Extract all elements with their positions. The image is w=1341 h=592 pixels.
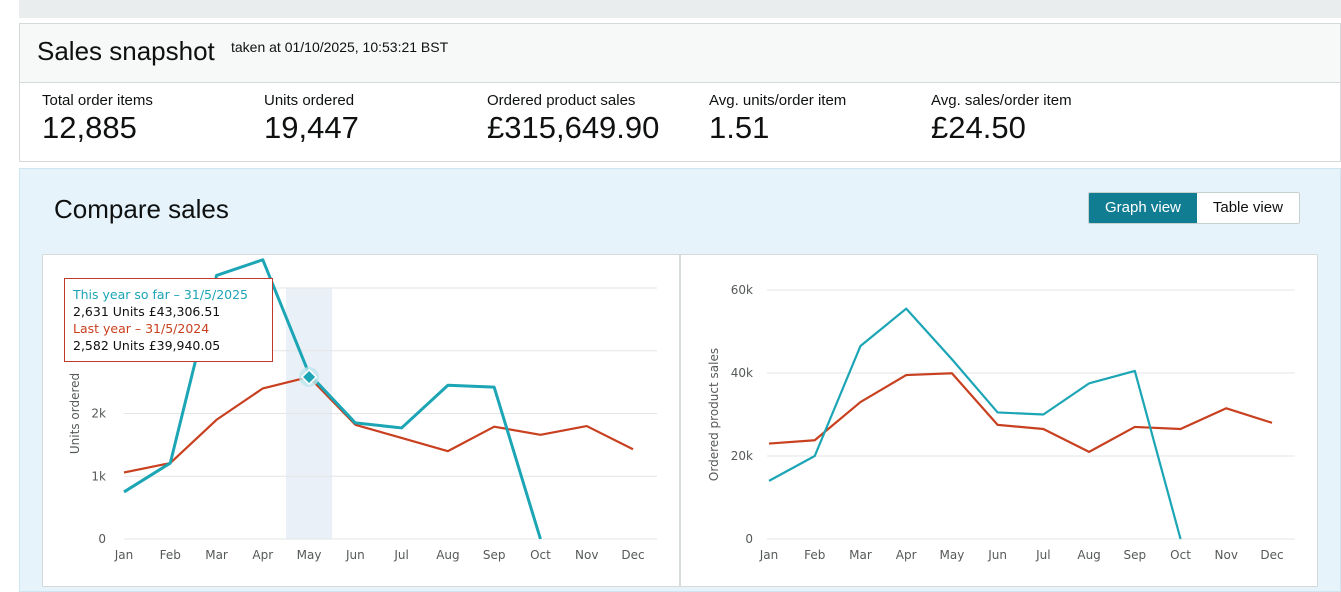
- x-tick-label: Jun: [987, 548, 1007, 562]
- metric-value: 1.51: [709, 110, 770, 145]
- x-tick-label: Nov: [575, 548, 598, 562]
- y-tick-label: 2k: [91, 407, 106, 421]
- chart-tooltip: This year so far – 31/5/2025 2,631 Units…: [64, 278, 273, 362]
- metric-label: Total order items: [42, 92, 153, 109]
- metric-avg-units-per-order-item: Avg. units/order item 1.51: [709, 92, 846, 146]
- metric-label: Units ordered: [264, 92, 355, 109]
- x-tick-label: Oct: [1170, 548, 1191, 562]
- tooltip-last-year-label: Last year – 31/5/2024: [73, 321, 210, 336]
- x-tick-label: Feb: [804, 548, 825, 562]
- view-toggle: Graph view Table view: [1088, 192, 1300, 224]
- series-line-this-year: [768, 307, 1182, 540]
- metric-value: £24.50: [931, 110, 1026, 145]
- sales-chart-panel: 0 20k 40k 60k Jan Feb Mar Apr May Jun Jul Aug Sep Oct…: [680, 254, 1318, 587]
- series-line-last-year: [123, 375, 634, 474]
- x-tick-label: Aug: [436, 548, 459, 562]
- x-tick-label: Apr: [896, 548, 917, 562]
- x-tick-label: Nov: [1215, 548, 1238, 562]
- units-ordered-chart-panel: 0 1k 2k Jan Feb Mar Apr May Jun Jul Aug Sep Oct Nov De…: [42, 254, 680, 587]
- y-tick-label: 40k: [731, 366, 753, 380]
- x-tick-label: Jul: [1035, 548, 1050, 562]
- metric-value: 19,447: [264, 110, 359, 145]
- metric-label: Ordered product sales: [487, 92, 636, 109]
- x-tick-label: Apr: [252, 548, 273, 562]
- top-bar: [19, 0, 1341, 18]
- y-tick-label: 1k: [91, 469, 106, 483]
- x-tick-label: Jun: [345, 548, 365, 562]
- x-tick-label: Feb: [160, 548, 181, 562]
- x-tick-label: Dec: [621, 548, 644, 562]
- compare-sales-panel: Compare sales Graph view Table view 0 1k 2…: [19, 168, 1341, 592]
- series-line-this-year: [123, 258, 542, 540]
- x-tick-label: Oct: [530, 548, 551, 562]
- snapshot-timestamp: taken at 01/10/2025, 10:53:21 BST: [231, 39, 449, 55]
- graph-view-button[interactable]: Graph view: [1089, 193, 1197, 223]
- series-line-last-year: [768, 372, 1273, 453]
- y-tick-label: 0: [745, 532, 753, 546]
- y-tick-label: 0: [98, 532, 106, 546]
- y-axis-title: Ordered product sales: [707, 348, 721, 481]
- x-tick-label: Jan: [759, 548, 779, 562]
- x-tick-label: Jan: [114, 548, 134, 562]
- metric-label: Avg. sales/order item: [931, 92, 1072, 109]
- metric-value: 12,885: [42, 110, 137, 145]
- y-tick-label: 20k: [731, 449, 753, 463]
- metric-value: £315,649.90: [487, 110, 660, 145]
- tooltip-this-year-label: This year so far – 31/5/2025: [73, 287, 248, 302]
- hover-marker: [300, 368, 318, 386]
- snapshot-metrics: Total order items 12,885 Units ordered 1…: [19, 82, 1341, 162]
- tooltip-last-year-value: 2,582 Units £39,940.05: [73, 338, 221, 353]
- x-tick-label: Sep: [1124, 548, 1147, 562]
- table-view-button[interactable]: Table view: [1196, 193, 1299, 223]
- y-tick-label: 60k: [731, 283, 753, 297]
- x-tick-label: Jul: [393, 548, 408, 562]
- x-tick-label: May: [940, 548, 965, 562]
- x-tick-label: Mar: [205, 548, 228, 562]
- snapshot-title: Sales snapshot: [37, 36, 215, 66]
- x-tick-label: May: [297, 548, 322, 562]
- metric-avg-sales-per-order-item: Avg. sales/order item £24.50: [931, 92, 1072, 146]
- compare-sales-title: Compare sales: [54, 194, 229, 224]
- x-tick-label: Dec: [1260, 548, 1283, 562]
- metric-total-order-items: Total order items 12,885: [42, 92, 153, 146]
- y-axis-title: Units ordered: [68, 373, 82, 454]
- x-tick-label: Mar: [849, 548, 872, 562]
- tooltip-this-year-value: 2,631 Units £43,306.51: [73, 304, 221, 319]
- snapshot-header: Sales snapshot taken at 01/10/2025, 10:5…: [19, 23, 1341, 83]
- metric-units-ordered: Units ordered 19,447: [264, 92, 359, 146]
- metric-ordered-product-sales: Ordered product sales £315,649.90: [487, 92, 659, 146]
- x-tick-label: Aug: [1077, 548, 1100, 562]
- units-ordered-chart[interactable]: 0 1k 2k Jan Feb Mar Apr May Jun Jul Aug Sep Oct Nov De…: [43, 255, 679, 586]
- ordered-product-sales-chart[interactable]: 0 20k 40k 60k Jan Feb Mar Apr May Jun Jul Aug Sep Oct…: [681, 255, 1317, 586]
- x-tick-label: Sep: [483, 548, 506, 562]
- metric-label: Avg. units/order item: [709, 92, 847, 109]
